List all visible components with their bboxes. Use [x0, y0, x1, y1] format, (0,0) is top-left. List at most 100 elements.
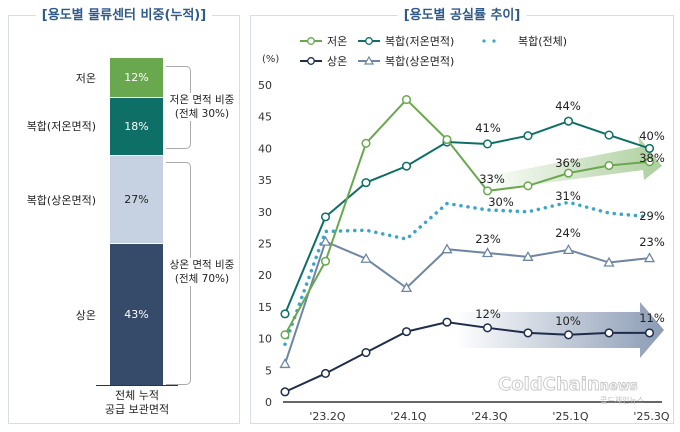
bracket-line: 저온 면적 비중 [169, 94, 235, 106]
legend-label: 복합(상온면적) [385, 55, 454, 68]
data-point [482, 186, 493, 196]
segment-mixed-low: 18% [110, 98, 163, 155]
bracket-line: (전체 30%) [174, 108, 230, 120]
data-point [563, 116, 574, 126]
xlabel-line: 공급 보관면적 [104, 403, 170, 416]
data-point [320, 212, 331, 222]
legend-item: 복합(상온면적) [358, 55, 454, 68]
trend-arrow-ambient [455, 302, 664, 358]
data-point [604, 328, 614, 338]
legend-item: 상온 [300, 55, 347, 68]
y-tick-label: 5 [265, 364, 272, 377]
series-2 [283, 200, 652, 347]
data-point [361, 138, 371, 148]
data-point [482, 139, 493, 149]
bar-baseline [96, 385, 178, 386]
data-label: 36% [555, 156, 581, 170]
right-panel-title: [용도별 공실률 추이] [397, 4, 527, 23]
data-point [563, 168, 574, 178]
segment-value: 27% [124, 193, 149, 206]
data-point [280, 330, 290, 340]
data-point [401, 95, 412, 105]
series-1 [280, 116, 655, 319]
data-point [442, 134, 452, 145]
data-label: 23% [475, 232, 501, 246]
x-tick-label: '25.3Q [633, 410, 670, 423]
y-axis-unit: (%) [262, 54, 279, 65]
data-point [320, 368, 331, 379]
legend-item: 복합(저온면적) [358, 35, 454, 48]
segment-low-temp: 12% [110, 58, 163, 97]
watermark-sub: 콜드체인뉴스 [600, 395, 644, 405]
data-point [603, 256, 615, 267]
legend-item: 저온 [300, 35, 347, 48]
segment-ambient: 43% [110, 244, 163, 385]
data-point [481, 247, 494, 258]
bracket-line: (전체 70%) [174, 273, 230, 285]
data-label: 11% [639, 311, 665, 325]
series-line [284, 240, 650, 365]
data-point [644, 157, 655, 167]
y-tick-label: 25 [258, 238, 272, 251]
data-point [280, 309, 290, 319]
data-point [400, 282, 413, 293]
bracket-line: 상온 면적 비중 [169, 259, 235, 271]
data-point [401, 327, 412, 337]
data-label: 38% [639, 151, 665, 165]
bar-xlabel: 전체 누적 공급 보관면적 [105, 389, 169, 417]
data-point [320, 256, 331, 266]
y-tick-label: 50 [258, 79, 272, 92]
data-point [523, 181, 533, 191]
legend-label: 복합(저온면적) [385, 35, 454, 48]
x-tick-label: '24.1Q [390, 410, 427, 423]
legend-marker [307, 57, 315, 65]
data-label: 30% [488, 195, 514, 209]
data-point [401, 161, 412, 171]
data-point [280, 387, 290, 397]
category-label: 상온 [75, 309, 96, 322]
data-label: 33% [479, 172, 505, 186]
data-point [643, 252, 656, 263]
xlabel-line: 전체 누적 [115, 389, 159, 402]
legend-label: 저온 [327, 35, 347, 48]
data-point [523, 131, 533, 141]
data-point [361, 178, 371, 188]
data-point [644, 143, 655, 153]
y-tick-label: 40 [258, 142, 272, 155]
data-label: 10% [555, 314, 581, 328]
bracket-ambient-label: 상온 면적 비중 (전체 70%) [169, 258, 235, 286]
category-label: 복합(상온면적) [26, 194, 96, 207]
y-tick-label: 10 [258, 333, 272, 346]
category-label: 저온 [75, 72, 96, 85]
watermark-wordmark: ColdChainnews [498, 374, 638, 395]
x-tick-label: '25.1Q [552, 410, 589, 423]
series-3 [280, 317, 655, 397]
trend-arrow-low-temp [478, 136, 662, 192]
legend-marker [365, 37, 373, 45]
watermark-suffix: news [600, 379, 638, 394]
data-label: 40% [639, 129, 665, 143]
x-tick-label: '24.3Q [471, 410, 508, 423]
series-line [284, 98, 650, 336]
y-tick-label: 30 [258, 206, 272, 219]
legend-marker [363, 55, 375, 65]
data-point [442, 317, 452, 327]
series-4 [279, 235, 656, 369]
y-tick-label: 0 [265, 396, 272, 409]
segment-value: 12% [124, 71, 149, 84]
y-tick-label: 35 [258, 174, 272, 187]
y-tick-label: 45 [258, 111, 272, 124]
left-panel-title: [용도별 물류센터 비중(누적)] [35, 4, 213, 23]
series-line [284, 321, 650, 393]
series-line [283, 200, 652, 347]
bracket-low-temp-label: 저온 면적 비중 (전체 30%) [169, 93, 235, 121]
segment-mixed-ambient: 27% [110, 156, 163, 243]
data-point [604, 160, 614, 171]
data-point [319, 235, 332, 246]
legend-label: 복합(전체) [518, 35, 567, 48]
y-tick-label: 15 [258, 301, 272, 314]
data-point [644, 328, 655, 338]
watermark-brand: ColdChain [498, 374, 600, 395]
y-tick-label: 20 [258, 269, 272, 282]
